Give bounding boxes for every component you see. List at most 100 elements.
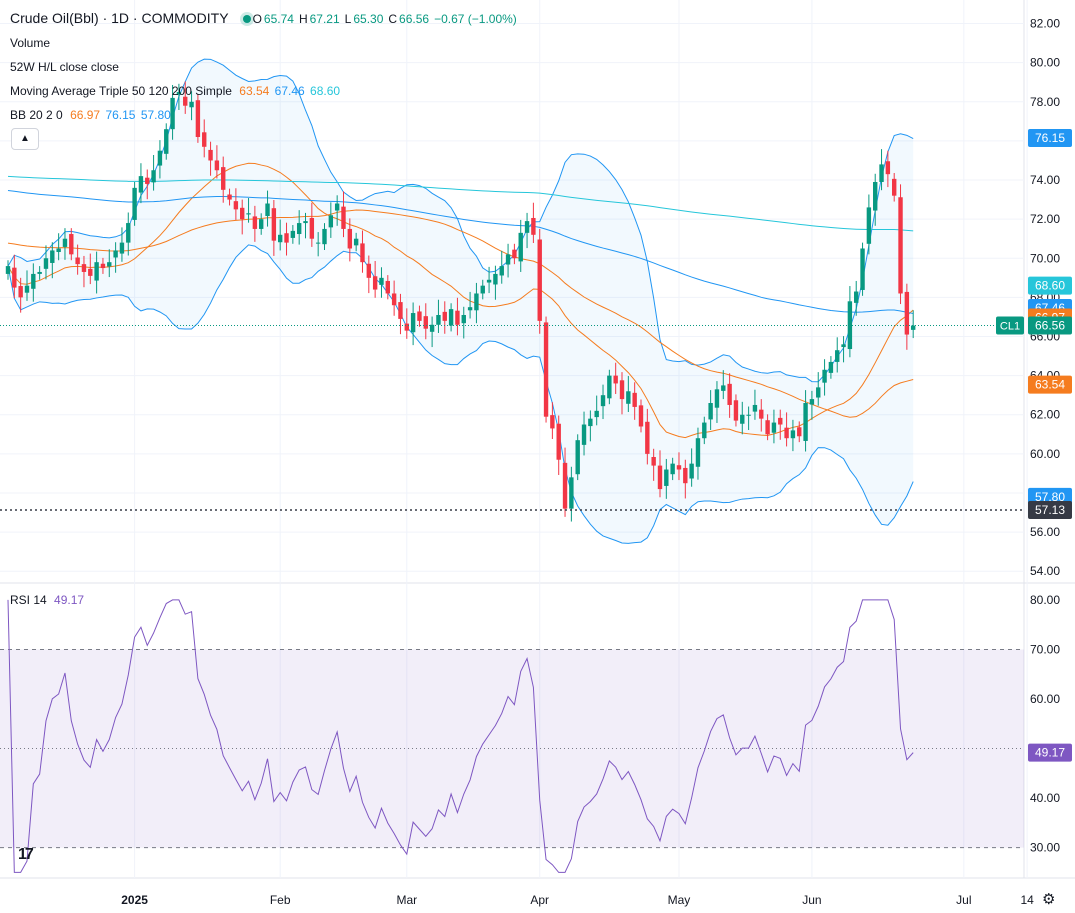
candle-body [170, 97, 175, 130]
rsi-axis-label [1028, 743, 1072, 762]
ma50-line [7, 209, 914, 418]
candle-body [265, 203, 270, 217]
y-tick-label: 60.00 [1030, 447, 1060, 461]
candle-body [233, 201, 239, 210]
candle-body [347, 228, 353, 249]
candle-body [537, 239, 542, 321]
ma200-line [7, 175, 914, 232]
candle-body [176, 92, 182, 95]
candle-body [588, 418, 593, 427]
candle-body [341, 206, 346, 229]
candle-body [81, 264, 87, 272]
price-axis-label-text: 66.56 [1035, 319, 1065, 333]
w52-legend[interactable]: 52W H/L close close [10, 60, 119, 74]
ohlc-key: C [388, 12, 398, 26]
candle-body [879, 164, 884, 182]
x-tick-label: Mar [396, 893, 417, 907]
candle-body [271, 208, 277, 241]
candle-body [246, 213, 251, 215]
candle-body [740, 414, 745, 424]
candle-body [119, 242, 125, 254]
candle-body [790, 430, 796, 439]
candle-body [841, 344, 846, 348]
candle-body [632, 392, 637, 407]
candle-body [651, 456, 656, 466]
rsi-legend[interactable]: RSI 14 49.17 [10, 593, 86, 607]
candle-body [195, 100, 201, 138]
candle-body [334, 203, 340, 211]
volume-legend[interactable]: Volume [10, 36, 51, 50]
candle-body [296, 223, 302, 235]
collapse-legend-button[interactable]: ▲ [11, 128, 39, 150]
candle-body [474, 293, 479, 311]
gear-icon[interactable]: ⚙ [1042, 891, 1056, 908]
candle-body [505, 254, 511, 265]
candle-body [43, 258, 49, 269]
candle-body [657, 465, 663, 490]
ohlc-values: O 65.74 H 67.21 L 65.30 C 66.56 −0.67 (−1.00%) [253, 12, 522, 26]
rsi-tick-label: 70.00 [1030, 642, 1060, 656]
candle-body [499, 266, 504, 276]
candle-body [100, 263, 106, 269]
rsi-tick-label: 80.00 [1030, 593, 1060, 607]
candle-body [113, 250, 118, 258]
candle-body [816, 387, 821, 398]
bb-legend[interactable]: BB 20 2 0 66.97 76.15 57.80 [10, 108, 173, 122]
price-axis-label [1028, 128, 1072, 147]
y-tick-label: 74.00 [1030, 173, 1060, 187]
candle-body [227, 194, 232, 200]
x-tick-label: Feb [270, 893, 291, 907]
candle-body [360, 243, 365, 263]
candle-body [797, 427, 802, 437]
candle-body [259, 219, 264, 229]
candle-body [645, 421, 650, 454]
candle-body [626, 391, 631, 404]
ohlc-value: 65.30 [353, 12, 384, 26]
candle-body [277, 234, 283, 243]
candle-body [910, 325, 916, 330]
tradingview-logo-icon[interactable]: 17 [18, 846, 34, 863]
rsi-tick-label: 40.00 [1030, 791, 1060, 805]
candle-body [62, 238, 68, 247]
bb-upper-value: 76.15 [105, 108, 136, 122]
ohlc-key: L [344, 12, 352, 26]
ma50-value: 63.54 [239, 84, 270, 98]
candle-body [733, 400, 739, 421]
candle-body [50, 250, 55, 263]
candle-body [145, 177, 150, 184]
ohlc-value: −0.67 (−1.00%) [434, 12, 517, 26]
candle-body [5, 266, 11, 274]
candle-body [835, 350, 840, 362]
candle-body [455, 310, 460, 325]
ohlc-value: 65.74 [263, 12, 294, 26]
candle-body [69, 234, 74, 255]
ma-legend[interactable]: Moving Average Triple 50 120 200 Simple … [10, 84, 342, 98]
candle-body [157, 150, 163, 166]
candle-body [531, 217, 536, 235]
candle-body [486, 279, 492, 283]
candle-body [543, 322, 549, 417]
rsi-line [7, 599, 914, 873]
candle-body [562, 462, 568, 509]
rsi-legend-name: RSI 14 [10, 593, 47, 607]
candle-body [860, 248, 865, 290]
candle-body [379, 277, 384, 285]
candle-body [366, 263, 372, 278]
candle-body [107, 262, 112, 267]
symbol-legend[interactable]: Crude Oil(Bbl) · 1D · COMMODITY O 65.74 H 67… [10, 10, 524, 26]
candle-body [221, 167, 226, 190]
candle-body [854, 291, 859, 303]
candle-body [164, 129, 169, 154]
candle-body [138, 176, 144, 193]
ma120-value: 67.46 [274, 84, 305, 98]
candle-body [284, 233, 289, 243]
price-axis-label-text: 76.15 [1035, 131, 1065, 145]
candle-body [885, 161, 891, 175]
ma-legend-name: Moving Average Triple 50 120 200 Simple [10, 84, 232, 98]
candle-body [423, 316, 428, 329]
candle-body [436, 314, 441, 325]
candle-body [714, 389, 720, 408]
candle-body [518, 232, 523, 262]
candle-body [189, 101, 194, 108]
